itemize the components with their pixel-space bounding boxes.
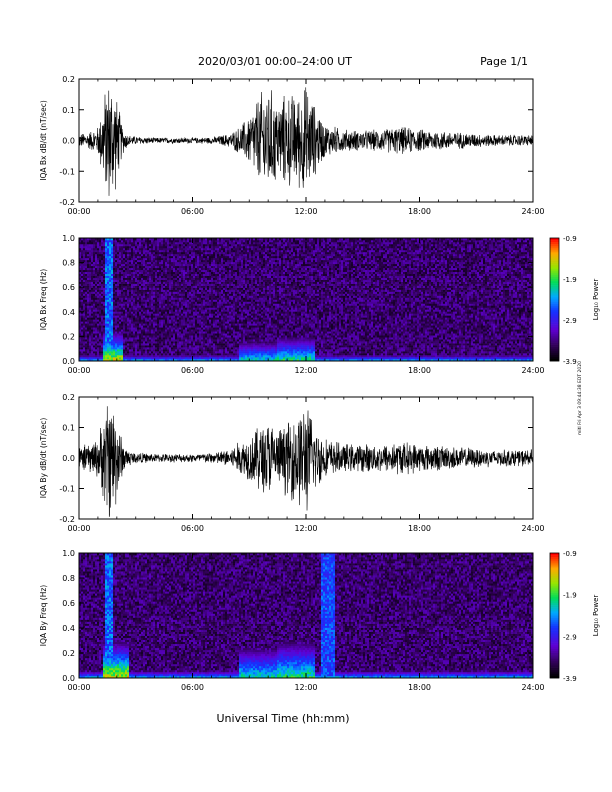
x-tick-label: 18:00	[408, 366, 431, 375]
y-tick-label: 0.0	[62, 674, 75, 683]
y-tick-label: 0.6	[62, 283, 75, 292]
x-tick-label: 12:00	[294, 207, 317, 216]
panel-by-dbdt: 00:00 06:00 12:00 18:00 24:00 -0.2 -0.1 0.0 0.1 0…	[39, 393, 545, 533]
x-tick-label: 00:00	[67, 683, 90, 692]
x-tick-label: 24:00	[521, 207, 544, 216]
colorbar-tick-label: -1.9	[563, 592, 577, 600]
y-tick-label: 0.2	[62, 649, 75, 658]
heatmap-cells	[79, 553, 533, 678]
colorbar: -0.9 -1.9 -2.9 -3.9 Log₁₀ Power	[550, 550, 600, 683]
x-axis-label: Universal Time (hh:mm)	[217, 712, 350, 725]
panel-bx-dbdt: 00:00 06:00 12:00 18:00 24:00 -0.2 -0.1 0.0 0.1 0…	[39, 75, 545, 216]
series-line	[79, 87, 533, 196]
x-tick-label: 06:00	[181, 207, 204, 216]
x-tick-label: 12:00	[294, 683, 317, 692]
colorbar-label: Log₁₀ Power	[592, 595, 600, 637]
x-tick-label: 24:00	[521, 366, 544, 375]
y-tick-label: 0.2	[62, 75, 75, 84]
y-tick-label: -0.2	[59, 515, 75, 524]
y-tick-label: 1.0	[62, 234, 75, 243]
colorbar-tick-label: -2.9	[563, 317, 577, 325]
y-axis-label: IQA By dB/dt (nT/sec)	[39, 418, 48, 499]
x-tick-label: 00:00	[67, 366, 90, 375]
colorbar-tick-label: -0.9	[563, 550, 577, 558]
side-note: mitl Fri Apr 3 09:44:38 EDT 2020	[577, 361, 583, 435]
colorbar-tick-label: -2.9	[563, 633, 577, 641]
x-tick-label: 12:00	[294, 366, 317, 375]
y-axis-label: IQA By Freq (Hz)	[39, 585, 48, 647]
x-tick-label: 18:00	[408, 207, 431, 216]
y-tick-label: 0.0	[62, 454, 75, 463]
y-tick-label: 0.0	[62, 137, 75, 146]
y-tick-label: 0.1	[62, 106, 75, 115]
colorbar-label: Log₁₀ Power	[592, 279, 600, 321]
page-number: Page 1/1	[480, 55, 528, 68]
series-line	[79, 406, 533, 517]
y-tick-label: 0.4	[62, 624, 75, 633]
page-title: 2020/03/01 00:00–24:00 UT	[198, 55, 352, 68]
colorbar-tick-label: -3.9	[563, 675, 577, 683]
y-tick-label: 0.0	[62, 357, 75, 366]
x-tick-label: 24:00	[521, 683, 544, 692]
y-tick-label: 0.6	[62, 599, 75, 608]
y-axis-label: IQA Bx Freq (Hz)	[39, 269, 48, 331]
y-tick-label: 0.8	[62, 574, 75, 583]
colorbar-tick-label: -0.9	[563, 235, 577, 243]
x-tick-label: 18:00	[408, 683, 431, 692]
x-tick-label: 06:00	[181, 524, 204, 533]
y-tick-label: -0.1	[59, 167, 75, 176]
x-tick-label: 06:00	[181, 683, 204, 692]
colorbar-tick-label: -3.9	[563, 358, 577, 366]
x-tick-label: 00:00	[67, 524, 90, 533]
y-axis-label: IQA Bx dB/dt (nT/sec)	[39, 100, 48, 181]
y-tick-label: 1.0	[62, 549, 75, 558]
y-tick-label: 0.1	[62, 424, 75, 433]
y-tick-label: -0.1	[59, 485, 75, 494]
y-tick-label: 0.4	[62, 308, 75, 317]
heatmap-cells	[79, 238, 533, 361]
colorbar-tick-label: -1.9	[563, 276, 577, 284]
x-tick-label: 12:00	[294, 524, 317, 533]
y-tick-label: 0.8	[62, 259, 75, 268]
x-tick-label: 06:00	[181, 366, 204, 375]
y-tick-label: -0.2	[59, 198, 75, 207]
panel-by-spectrogram: -0.9 -1.9 -2.9 -3.9 Log₁₀ Power 00:00 06:00 12:…	[39, 549, 600, 692]
y-tick-label: 0.2	[62, 393, 75, 402]
panel-bx-spectrogram: -0.9 -1.9 -2.9 -3.9 Log₁₀ Power 00:00 06:00 12:…	[39, 234, 600, 375]
x-tick-label: 00:00	[67, 207, 90, 216]
x-tick-label: 18:00	[408, 524, 431, 533]
y-tick-label: 0.2	[62, 332, 75, 341]
colorbar: -0.9 -1.9 -2.9 -3.9 Log₁₀ Power	[550, 235, 600, 366]
x-tick-label: 24:00	[521, 524, 544, 533]
